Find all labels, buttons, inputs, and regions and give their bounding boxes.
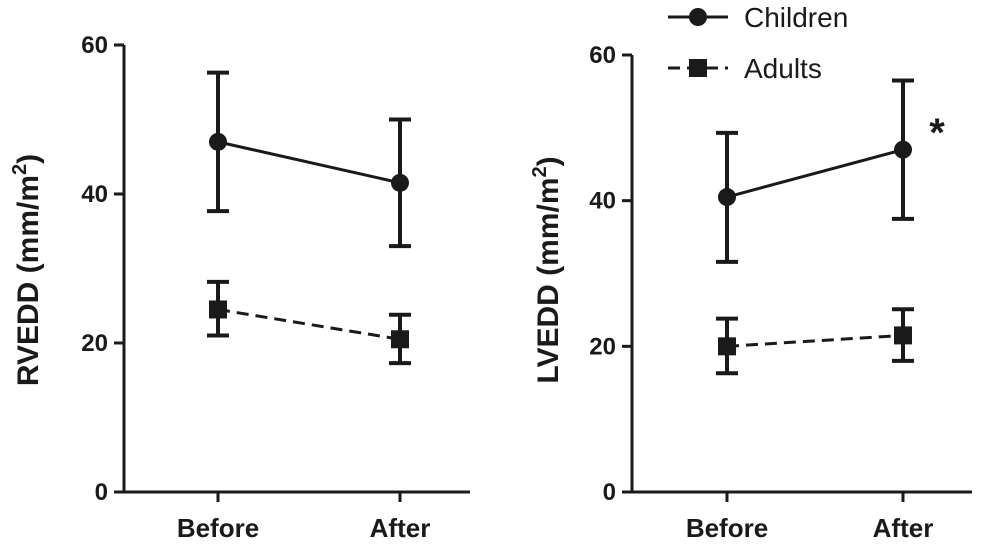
panel-rvedd: 0 20 40 60 Before After RVEDD (mm/m2) <box>9 32 470 543</box>
y-tick-label: 20 <box>81 330 108 357</box>
data-point-adults <box>718 337 736 356</box>
series-children <box>207 70 411 249</box>
legend-marker <box>689 59 707 77</box>
y-axis-label-end: ) <box>12 154 45 164</box>
series-children <box>716 78 914 264</box>
y-tick-label: 40 <box>81 181 108 208</box>
data-point-adults <box>391 330 409 349</box>
series-adults <box>207 279 411 366</box>
y-axis-label: LVEDD (mm/m2) <box>529 156 565 383</box>
legend: Children Adults <box>668 2 848 84</box>
series-line-children <box>217 140 401 185</box>
data-point-children <box>209 132 227 151</box>
y-axis-label-sup: 2 <box>529 166 551 177</box>
data-point-children <box>391 173 409 192</box>
significance-annotation: * <box>929 111 945 155</box>
legend-label: Children <box>744 2 848 33</box>
legend-label: Adults <box>744 53 822 84</box>
legend-item-adults: Adults <box>668 53 822 84</box>
series-line-adults <box>217 307 401 341</box>
y-tick-label: 40 <box>589 188 616 215</box>
series-adults <box>716 307 914 376</box>
panel-lvedd: 0 20 40 60 Before After LVEDD (mm/m2) * <box>529 42 972 543</box>
x-tick-label: After <box>873 513 934 543</box>
y-tick-label: 60 <box>589 42 616 69</box>
y-tick-label: 60 <box>81 32 108 59</box>
y-axis-label-end: ) <box>532 156 565 166</box>
y-tick-label: 0 <box>95 479 108 506</box>
y-axis-label: RVEDD (mm/m2) <box>9 154 45 386</box>
data-point-adults <box>894 326 912 345</box>
y-tick-label: 20 <box>589 333 616 360</box>
data-point-children <box>718 188 736 207</box>
legend-item-children: Children <box>668 2 848 33</box>
x-tick-label: Before <box>686 513 768 543</box>
data-point-children <box>894 140 912 159</box>
x-tick-label: Before <box>177 513 259 543</box>
y-tick-label: 0 <box>603 479 616 506</box>
series-line-adults <box>726 333 904 348</box>
legend-marker <box>689 8 707 26</box>
data-point-adults <box>209 300 227 319</box>
x-tick-label: After <box>370 513 431 543</box>
y-axis-label-main: RVEDD (mm/m <box>12 175 45 386</box>
series-line-children <box>726 148 904 199</box>
y-axis-label-main: LVEDD (mm/m <box>532 177 565 383</box>
y-axis-label-sup: 2 <box>9 164 31 175</box>
